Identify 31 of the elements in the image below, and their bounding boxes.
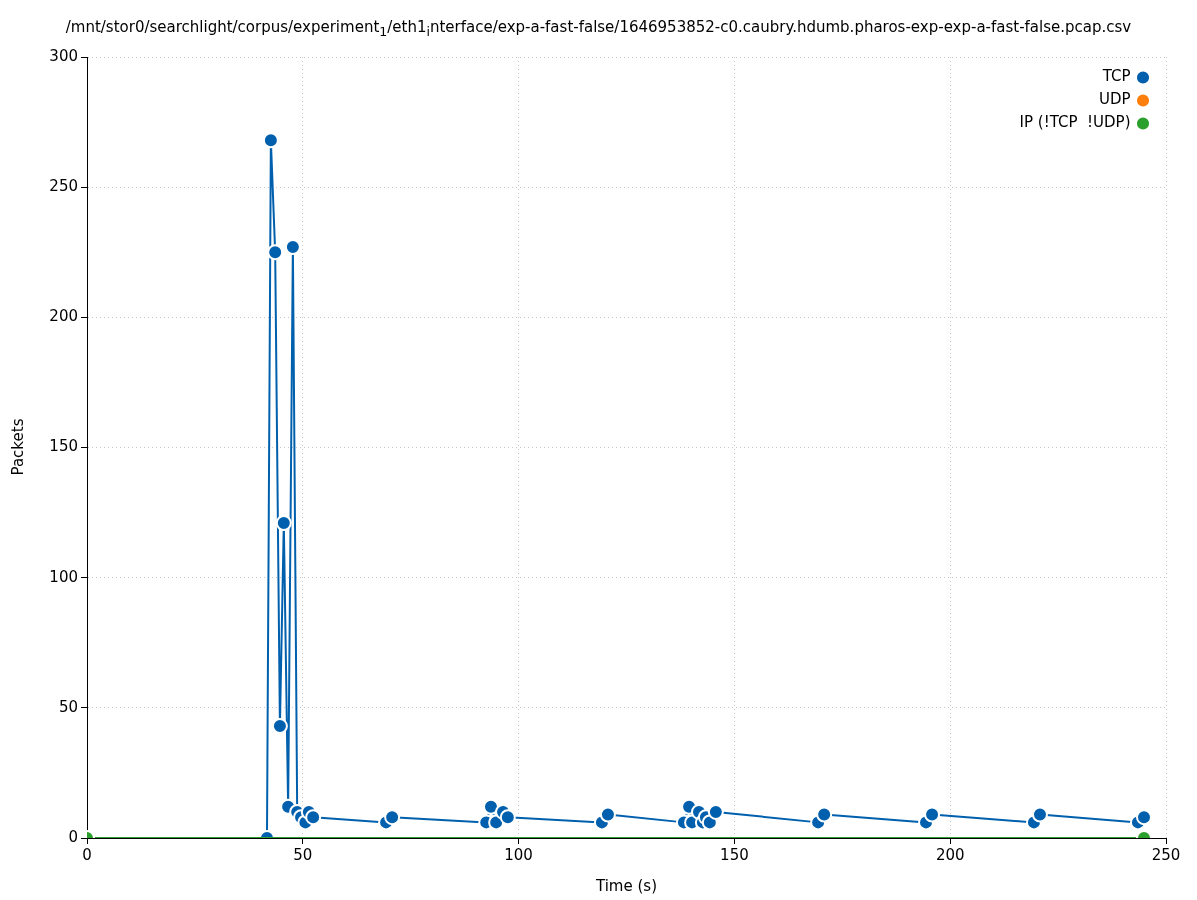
x-tick-label: 150: [720, 845, 749, 864]
y-tick-label: 150: [49, 437, 78, 456]
chart-title: /mnt/stor0/searchlight/corpus/experiment$_{1}$/eth1$_{i}$nterface/exp-a-fast-false/1646953852-c0.caubry.hdumb.pharos-exp-exp-a-fast-false.pcap.csv: [64, 18, 1133, 39]
point: [262, 132, 279, 149]
y-tick-label: 250: [49, 177, 78, 196]
y-tick-label: 50: [58, 697, 78, 716]
y-tick-label: 100: [49, 567, 78, 586]
x-tick-label: 100: [504, 845, 533, 864]
legend-label: TCP: [1101, 67, 1131, 86]
x-tick-label: 0: [82, 845, 92, 864]
x-tick-label: 250: [1151, 845, 1181, 864]
y-tick-label: 0: [68, 827, 78, 846]
point: [284, 239, 301, 256]
point: [275, 515, 292, 531]
point: [384, 809, 401, 826]
point: [305, 809, 322, 826]
point: [267, 244, 284, 261]
x-tick-label: 200: [935, 845, 965, 864]
x-tick-label: 50: [293, 845, 313, 864]
x-axis-title: Time (s): [595, 877, 658, 895]
point: [1135, 809, 1152, 826]
y-tick-label: 200: [49, 307, 78, 326]
point: [924, 806, 941, 823]
y-axis-title: Packets: [9, 418, 27, 476]
y-tick-label: 300: [49, 46, 78, 65]
legend-label: UDP: [1098, 90, 1131, 109]
point: [599, 806, 616, 823]
point: [1031, 806, 1048, 823]
legend-label: IP (!TCP !UDP): [1019, 113, 1131, 132]
point: [816, 806, 833, 823]
point: [499, 809, 516, 826]
